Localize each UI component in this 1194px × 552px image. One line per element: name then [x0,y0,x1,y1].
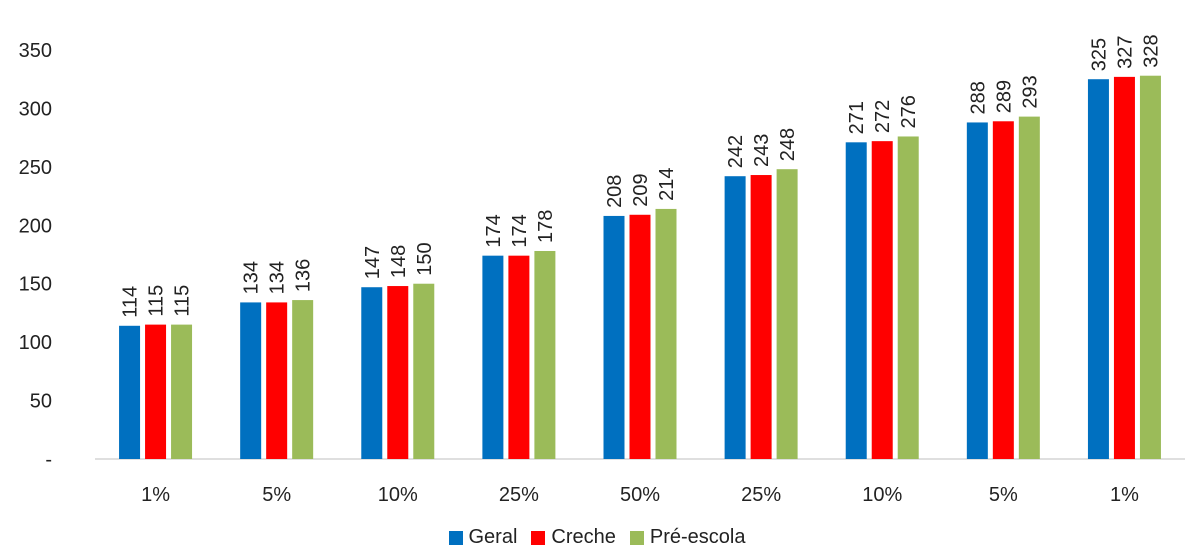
data-label: 178 [535,210,557,243]
x-tick-label: 25% [741,484,781,506]
bar [482,255,504,459]
bar [603,215,625,459]
data-label: 115 [146,285,168,317]
x-tick-label: 50% [620,484,660,506]
bar [292,300,314,459]
x-tick-label: 10% [862,484,902,506]
data-label: 136 [293,259,315,292]
bar [776,169,798,460]
data-label: 325 [1088,38,1110,71]
data-label: 114 [120,286,142,318]
legend-swatch [448,530,463,545]
data-label: 242 [725,135,747,168]
legend-item: Geral [448,526,518,549]
data-label: 276 [898,95,920,128]
bar [413,283,435,459]
y-tick-label: 350 [19,40,52,62]
data-label: 134 [267,261,289,294]
y-tick-label: 300 [19,98,52,120]
bar [845,142,867,459]
data-label: 150 [414,242,436,275]
legend-item: Creche [531,526,616,549]
bar [119,325,141,459]
data-label: 272 [872,100,894,133]
data-label: 174 [509,214,531,247]
data-label: 271 [846,101,868,134]
data-label: 147 [362,246,384,279]
legend-label: Creche [551,526,616,548]
bar [266,302,288,459]
legend-label: Geral [468,526,518,548]
x-tick-label: 5% [262,484,291,506]
legend-item: Pré-escola [629,526,746,549]
bar [508,255,530,459]
x-tick-label: 25% [499,484,539,506]
bar [724,176,746,459]
bar [966,122,988,460]
data-label: 288 [967,81,989,114]
bar [871,141,893,460]
bar [992,121,1014,459]
data-label: 243 [751,134,773,167]
bar [145,324,167,459]
x-tick-label: 1% [141,484,170,506]
data-label: 134 [241,261,263,294]
bar [1087,79,1109,459]
bar [897,136,919,459]
y-tick-label: 200 [19,215,52,237]
data-label: 214 [656,168,678,201]
y-tick-label: 250 [19,157,52,179]
bar [361,287,383,459]
legend-swatch [629,530,644,545]
bar [1018,116,1040,459]
legend-label: Pré-escola [649,526,746,548]
data-label: 115 [172,285,194,317]
bar [1113,76,1135,460]
data-label: 327 [1114,36,1136,69]
x-tick-label: 10% [378,484,418,506]
data-label: 328 [1140,34,1162,67]
data-label: 148 [388,245,410,278]
legend-swatch [531,530,546,545]
bar [240,302,262,459]
data-label: 248 [777,128,799,161]
y-tick-label: - [45,449,52,471]
data-label: 174 [483,214,505,247]
bar [387,286,409,459]
x-tick-label: 5% [989,484,1018,506]
y-tick-label: 100 [19,332,52,354]
bar [629,214,651,459]
bar [750,175,772,459]
bar [1139,75,1161,460]
data-label: 293 [1019,75,1041,108]
data-label: 208 [604,175,626,208]
bar [534,250,556,459]
x-tick-label: 1% [1110,484,1139,506]
data-label: 289 [993,80,1015,113]
y-tick-label: 50 [30,391,52,413]
bar [171,324,193,459]
y-tick-label: 150 [19,274,52,296]
bar [655,208,677,459]
legend: Geral Creche Pré-escola [0,526,1194,549]
data-label: 209 [630,173,652,206]
